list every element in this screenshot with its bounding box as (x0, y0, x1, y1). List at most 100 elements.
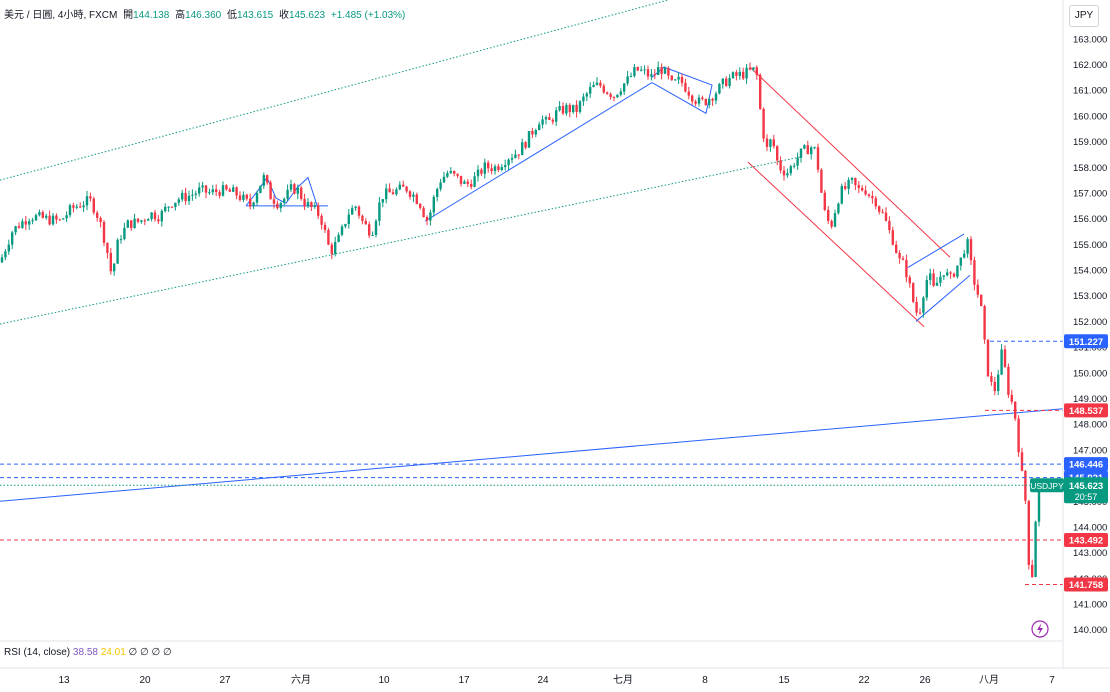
candle-body (303, 198, 306, 207)
candle-body (905, 259, 908, 278)
candle-body (806, 145, 809, 155)
x-tick-label: 10 (378, 675, 390, 686)
price-badge-label: 143.492 (1069, 536, 1103, 547)
candle-body (657, 67, 660, 75)
candle-body (718, 84, 721, 94)
candle-body (194, 193, 197, 195)
currency-button[interactable]: JPY (1069, 5, 1099, 27)
candle-body (735, 72, 738, 76)
candle-body (796, 157, 799, 166)
candle-body (89, 196, 92, 199)
candle-body (929, 273, 932, 281)
candle-body (238, 195, 242, 200)
pattern-line (651, 66, 713, 115)
candle-body (850, 177, 854, 180)
y-tick-label: 157.000 (1073, 188, 1107, 199)
rsi-extra-4: ∅ (163, 647, 172, 658)
price-badge (1064, 533, 1108, 548)
candle-body (313, 205, 316, 207)
candle-body (912, 283, 915, 302)
x-axis: 13 20 27 六月 10 17 24 七月 8 15 22 26 八月 7 (0, 667, 1110, 686)
candle-body (272, 199, 276, 204)
candle-body (983, 306, 986, 340)
candle-body (854, 177, 857, 186)
candle-body (170, 206, 174, 208)
candle-body (636, 66, 639, 71)
candle-body (24, 221, 27, 225)
candle-body (653, 74, 656, 76)
price-badge (1064, 403, 1108, 418)
candle-body (269, 182, 272, 200)
rsi-legend[interactable]: RSI (14, close) 38.58 24.01 ∅ ∅ ∅ ∅ (4, 647, 172, 658)
high-label: 高 (175, 10, 186, 21)
x-tick-label: 7 (1049, 675, 1055, 686)
candle-body (181, 192, 184, 200)
candle-body (993, 381, 996, 391)
candle-body (949, 272, 952, 274)
close-label: 收 (278, 10, 289, 21)
y-tick-label: 140.000 (1073, 625, 1107, 636)
candle-body (28, 221, 31, 225)
candle-body (1031, 564, 1034, 578)
candle-body (446, 173, 449, 177)
candle-body (575, 104, 578, 112)
candle-body (300, 187, 303, 199)
candle-body (490, 168, 493, 172)
candle-body (721, 78, 724, 85)
y-tick-label: 147.000 (1073, 445, 1107, 456)
candle-body (1003, 349, 1007, 367)
candle-body (548, 117, 551, 120)
candle-body (660, 67, 663, 74)
candle-body (473, 176, 476, 187)
candle-body (34, 215, 38, 221)
candle-body (221, 185, 225, 196)
candle-body (752, 67, 755, 70)
candle-body (799, 148, 803, 158)
candle-body (694, 101, 697, 104)
candle-body (895, 244, 898, 253)
candle-body (330, 244, 333, 254)
candle-body (371, 234, 374, 236)
symbol-legend[interactable]: 美元 / 日圓, 4小時, FXCM 開144.138 高146.360 低14… (4, 6, 405, 21)
candle-body (650, 74, 653, 77)
candle-body (31, 220, 34, 222)
candle-body (612, 97, 616, 99)
candle-body (592, 84, 595, 88)
candle-body (908, 277, 911, 284)
candle-body (524, 142, 527, 148)
candle-body (493, 166, 497, 172)
candle-body (439, 182, 442, 189)
candle-body (143, 220, 146, 222)
current-price-badge (1064, 477, 1108, 504)
candle-body (861, 187, 864, 191)
price-badges: 146.446145.921143.492151.227148.537141.7… (1030, 334, 1108, 638)
candle-body (153, 212, 157, 220)
candle-body (1024, 470, 1027, 501)
candle-body (344, 224, 347, 227)
candle-body (874, 198, 877, 207)
candle-body (82, 205, 85, 208)
x-tick-label: 六月 (291, 674, 311, 686)
y-tick-label: 143.000 (1073, 548, 1107, 559)
candle-body (1020, 452, 1024, 471)
candle-body (293, 184, 296, 194)
candle-body (201, 185, 204, 188)
candle-body (425, 216, 429, 221)
candle-body (578, 101, 582, 112)
candle-body (769, 139, 772, 147)
candle-body (65, 215, 68, 219)
candle-body (102, 222, 106, 243)
candle-body (942, 275, 945, 277)
candle-body (891, 230, 894, 245)
y-tick-label: 158.000 (1073, 163, 1107, 174)
candle-body (776, 146, 779, 161)
y-tick-label: 141.000 (1073, 600, 1107, 611)
pattern-line (424, 82, 653, 222)
candle-body (334, 241, 337, 254)
pattern-line (915, 274, 971, 322)
candle-body (453, 170, 456, 174)
candle-body (283, 198, 286, 204)
candle-body (704, 98, 707, 105)
candle-body (320, 215, 323, 225)
